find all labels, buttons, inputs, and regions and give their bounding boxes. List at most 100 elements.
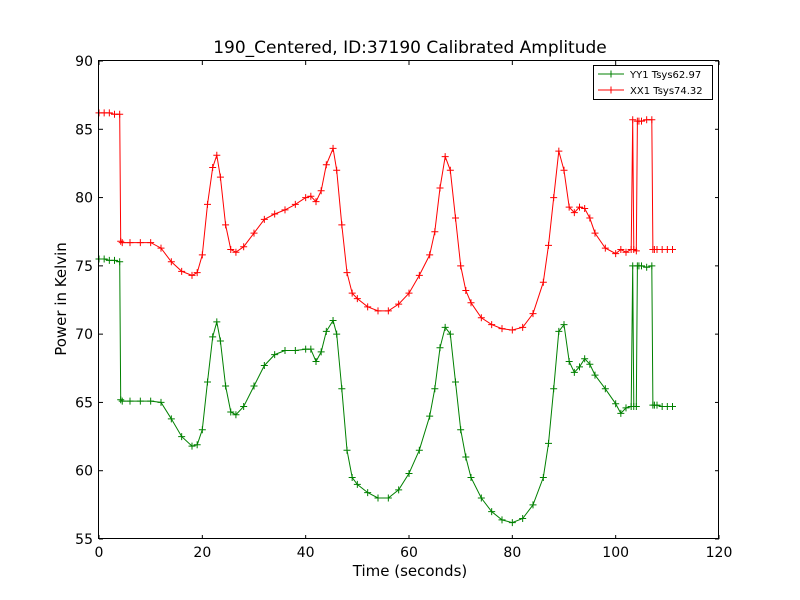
data-point (441, 323, 449, 331)
data-point (291, 200, 299, 208)
data-point (539, 278, 547, 286)
data-point (565, 203, 573, 211)
data-point (302, 194, 310, 202)
data-point (632, 247, 640, 255)
data-point (353, 295, 361, 303)
data-point (193, 269, 201, 277)
y-tick-label: 90 (75, 54, 93, 70)
data-point (519, 515, 527, 523)
data-point (204, 200, 211, 208)
data-point (431, 385, 439, 393)
x-tick-label: 0 (95, 545, 104, 561)
data-point (204, 378, 211, 386)
x-axis: 0 20 40 60 80 100 120 (95, 61, 733, 561)
x-tick-label: 60 (400, 545, 418, 561)
data-point (348, 474, 356, 482)
data-point (477, 494, 485, 502)
data-point (118, 239, 126, 247)
data-point (519, 323, 527, 331)
data-point (653, 401, 661, 409)
data-point (426, 412, 434, 420)
data-point (126, 239, 134, 247)
data-point (240, 243, 248, 251)
data-point (250, 229, 258, 237)
data-point (446, 166, 454, 174)
data-point (477, 314, 485, 322)
data-point (617, 409, 625, 417)
data-point (550, 194, 558, 202)
data-point (622, 404, 630, 412)
data-point (307, 192, 315, 200)
series-line (99, 258, 673, 524)
data-point (312, 198, 320, 206)
x-tick-label: 120 (706, 545, 733, 561)
data-point (395, 300, 403, 308)
chart-title: 190_Centered, ID:37190 Calibrated Amplit… (213, 38, 607, 58)
x-tick-label: 20 (193, 545, 211, 561)
data-point (348, 289, 356, 297)
data-point (260, 215, 268, 223)
data-point (405, 469, 413, 477)
data-point (111, 256, 118, 264)
data-point (426, 251, 434, 259)
data-point (178, 433, 186, 441)
data-point (431, 228, 439, 236)
data-point (374, 494, 382, 502)
data-point (405, 289, 413, 297)
data-point (529, 501, 537, 509)
data-point (622, 248, 630, 256)
legend-box (593, 65, 713, 100)
data-point (198, 251, 206, 259)
data-point (415, 271, 423, 279)
data-point (222, 221, 230, 229)
data-point (498, 325, 506, 333)
data-point (232, 248, 240, 256)
data-point (178, 267, 186, 275)
data-point (638, 117, 645, 125)
data-point (216, 337, 224, 345)
x-tick-label: 100 (602, 545, 629, 561)
data-point (329, 144, 337, 152)
data-point (591, 229, 599, 237)
data-point (545, 439, 552, 447)
series-line (99, 112, 673, 331)
data-point (529, 310, 537, 318)
data-point (364, 489, 372, 497)
data-point (193, 441, 201, 449)
data-point (322, 327, 330, 335)
data-point (147, 239, 155, 247)
data-point (632, 403, 640, 411)
data-point (343, 269, 351, 277)
data-point (384, 307, 392, 315)
data-point (570, 209, 578, 217)
data-point (271, 210, 279, 218)
data-point (333, 330, 341, 338)
data-point (648, 116, 656, 124)
data-point (586, 360, 594, 368)
data-point (488, 508, 496, 516)
data-point (232, 411, 240, 419)
data-point (555, 327, 563, 335)
data-point (374, 307, 382, 315)
data-point (629, 116, 637, 124)
data-point (601, 244, 609, 252)
y-axis: 55 60 65 70 75 80 85 90 (75, 54, 719, 548)
y-tick-label: 75 (75, 259, 93, 275)
data-point (281, 347, 289, 355)
series-1 (95, 255, 676, 527)
data-point (576, 363, 583, 371)
y-tick-label: 55 (75, 532, 93, 548)
data-point (643, 263, 651, 271)
data-point (227, 245, 235, 253)
data-point (364, 303, 372, 311)
x-axis-label: Time (seconds) (352, 562, 468, 580)
data-point (213, 318, 221, 326)
data-point (317, 348, 325, 356)
data-point (329, 316, 337, 324)
legend-label: YY1 Tsys62.97 (629, 70, 701, 81)
data-point (462, 453, 470, 461)
plot-area (95, 109, 676, 527)
x-tick-label: 80 (503, 545, 521, 561)
data-point (322, 161, 330, 169)
